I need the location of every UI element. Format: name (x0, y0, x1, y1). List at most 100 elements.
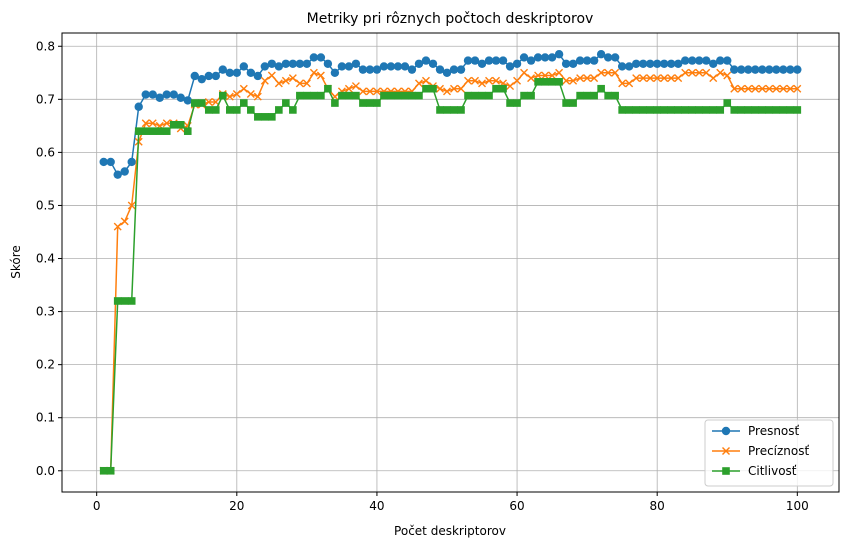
series-3-point (597, 84, 605, 93)
series-1-point (470, 56, 480, 65)
series-3-point (261, 113, 269, 121)
legend-item: Citlivosť (712, 464, 797, 478)
series-3-point (716, 106, 725, 114)
series-1-point (435, 65, 445, 74)
series-2-point (541, 71, 550, 80)
series-3-point (204, 106, 213, 114)
series-3-point (737, 106, 746, 114)
series-3-point (387, 91, 395, 100)
series-1-point (176, 93, 185, 102)
series-3-point (590, 91, 598, 100)
y-tick-label: 0.6 (36, 145, 55, 159)
series-3-point (646, 106, 654, 114)
series-3-point (688, 106, 697, 114)
y-axis-label: Skóre (9, 245, 23, 279)
series-2-point (246, 90, 255, 99)
series-1-point (631, 59, 641, 68)
y-tick-label: 0.2 (36, 358, 55, 372)
series-3-point (134, 127, 143, 135)
y-tick-label: 0.3 (36, 305, 55, 319)
series-2-point (604, 68, 613, 77)
series-3-point (492, 84, 500, 93)
series-3-point (169, 121, 178, 129)
series-3-point (534, 78, 542, 86)
series-2-point (576, 74, 585, 83)
series-2-point (435, 84, 444, 93)
y-tick-label: 0.4 (36, 252, 55, 266)
series-2-point (618, 79, 627, 88)
series-3-point (254, 113, 262, 121)
series-1-point (477, 59, 487, 68)
series-1-point (120, 167, 129, 176)
series-3-point (758, 106, 767, 114)
series-3-point (127, 297, 136, 305)
series-3-point (772, 106, 781, 114)
y-tick-label: 0.8 (36, 39, 55, 53)
series-1-point (456, 65, 466, 74)
series-2-point (274, 79, 283, 88)
series-2-point (478, 79, 487, 88)
series-1-point (723, 56, 732, 65)
series-3-point (681, 106, 690, 114)
series-2-point (344, 84, 353, 93)
series-1-point (127, 157, 136, 167)
series-3-point (197, 99, 206, 107)
series-1-point (337, 62, 347, 71)
series-3-point (443, 106, 451, 114)
series-2-point (443, 87, 451, 96)
series-2-point (751, 84, 760, 93)
series-3-point (450, 106, 458, 114)
series-2-point (786, 84, 795, 93)
series-2-point (127, 201, 136, 210)
series-2-point (260, 76, 269, 85)
series-1-point (393, 62, 403, 71)
series-2-point (639, 74, 648, 83)
series-2-point (611, 68, 620, 77)
series-1-point (414, 59, 424, 68)
series-1-point (379, 62, 389, 71)
series-1-point (309, 53, 319, 62)
series-3-point (401, 91, 409, 100)
series-3-point (499, 84, 507, 93)
series-1-point (688, 56, 697, 65)
series-3-point (667, 106, 675, 114)
series-3-point (345, 91, 353, 100)
series-1-point (779, 65, 788, 74)
series-1-point (533, 53, 543, 62)
series-1-point (786, 65, 795, 74)
series-3-point (639, 106, 647, 114)
series-3-point (520, 91, 528, 100)
series-1-point (302, 59, 312, 68)
series-3-point (779, 106, 788, 114)
series-1-point (751, 65, 760, 74)
series-2-point (555, 68, 564, 77)
legend-frame (704, 419, 834, 487)
series-1-point (148, 90, 157, 99)
series-2-point (267, 71, 276, 80)
series-3-point (99, 466, 108, 475)
series-1-point (169, 90, 178, 99)
series-3-point (541, 78, 549, 86)
series-2-point (744, 84, 753, 93)
series-2-point (534, 71, 543, 80)
series-3-point (744, 106, 753, 114)
series-1-point (702, 56, 711, 65)
series-1-point (505, 62, 515, 71)
series-3-point (296, 91, 304, 100)
series-2-point (569, 76, 578, 85)
series-2-point (716, 68, 725, 77)
series-2-point (281, 76, 290, 85)
series-3-point (233, 106, 241, 114)
series-3-point (380, 91, 388, 100)
series-1-point (190, 71, 199, 81)
series-1-point (519, 53, 529, 62)
series-1-point (197, 74, 206, 84)
y-tick-label: 0.0 (36, 464, 55, 478)
series-1-point (772, 65, 781, 74)
series-2-point (632, 74, 641, 83)
series-1-point (442, 68, 452, 77)
series-3-point (162, 127, 171, 135)
series-3-point (625, 106, 633, 114)
series-1-point (484, 56, 494, 65)
